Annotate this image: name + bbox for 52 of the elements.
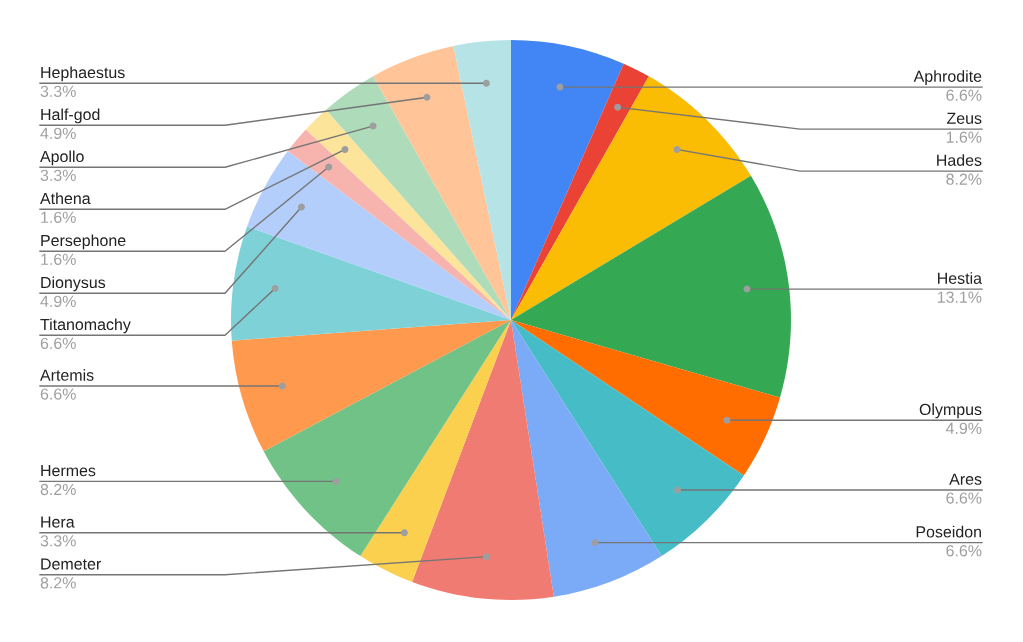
pie-slice bbox=[511, 320, 662, 597]
data-label: 4.9% bbox=[945, 422, 982, 434]
pie-slice bbox=[263, 320, 511, 557]
slice-label: Dionysus bbox=[41, 276, 106, 292]
data-label: 8.2% bbox=[40, 483, 76, 496]
slice-label: Hades bbox=[937, 154, 982, 166]
data-label: 6.6% bbox=[40, 337, 76, 350]
pie-slice bbox=[247, 150, 511, 320]
slice-label: Hermes bbox=[41, 465, 96, 477]
slice-label: Hera bbox=[41, 516, 75, 528]
data-label: 6.6% bbox=[946, 545, 982, 557]
data-label: 8.2% bbox=[40, 577, 76, 589]
slice-label: Apollo bbox=[40, 150, 84, 166]
slice-label: Aphrodite bbox=[913, 70, 982, 86]
pie-slice bbox=[511, 76, 751, 320]
data-label: 1.6% bbox=[41, 211, 76, 224]
pie-slice bbox=[325, 76, 511, 320]
slice-label: Olympus bbox=[919, 403, 982, 419]
data-label: 3.3% bbox=[40, 85, 76, 98]
pie-slice bbox=[305, 109, 511, 320]
data-label: 3.3% bbox=[40, 535, 76, 547]
pie-slice bbox=[231, 226, 511, 341]
data-label: 6.6% bbox=[946, 89, 982, 101]
pie-slice bbox=[373, 45, 511, 320]
data-label: 4.9% bbox=[40, 295, 76, 308]
slice-label: Ares bbox=[949, 473, 982, 485]
pie-slice bbox=[231, 320, 511, 452]
slice-label: Poseidon bbox=[916, 525, 981, 538]
slice-label: Artemis bbox=[40, 369, 94, 381]
slice-label: Hephaestus bbox=[41, 66, 125, 82]
data-label: 13.1% bbox=[937, 291, 982, 303]
data-label: 8.2% bbox=[946, 173, 982, 185]
slice-label: Athena bbox=[40, 192, 91, 205]
data-label: 3.3% bbox=[40, 169, 76, 182]
pie-slice bbox=[511, 320, 781, 476]
slice-label: Hestia bbox=[938, 272, 982, 284]
pie-slice bbox=[360, 320, 511, 582]
data-label: 1.6% bbox=[946, 131, 982, 143]
data-label: 1.6% bbox=[41, 253, 76, 266]
data-label: 6.6% bbox=[946, 492, 982, 504]
data-label: 6.6% bbox=[40, 388, 76, 400]
slice-label: Persephone bbox=[41, 234, 126, 250]
slice-label: Titanomachy bbox=[40, 318, 131, 334]
data-label: 4.9% bbox=[40, 127, 76, 140]
slice-label: Zeus bbox=[947, 112, 982, 124]
pie-slice bbox=[511, 320, 744, 557]
pie-slice bbox=[511, 175, 791, 398]
slice-label: Half-god bbox=[41, 108, 100, 124]
pie-slice bbox=[511, 40, 624, 320]
slice-label: Demeter bbox=[41, 558, 101, 570]
pie-slice bbox=[412, 320, 554, 600]
pie-slice bbox=[453, 40, 511, 320]
